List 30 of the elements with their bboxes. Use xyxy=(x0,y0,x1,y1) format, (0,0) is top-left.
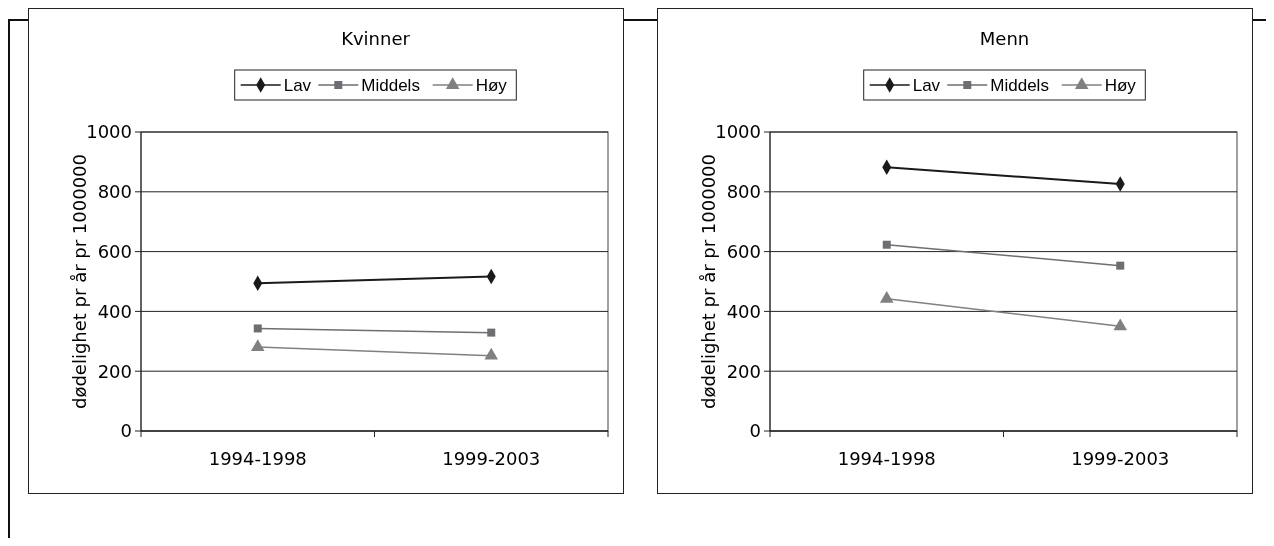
point xyxy=(253,324,262,333)
chart-title: Kvinner xyxy=(341,28,411,49)
y-tick-label: 800 xyxy=(97,181,132,203)
y-tick-label: 400 xyxy=(97,300,132,322)
legend-label: Høy xyxy=(1104,76,1137,95)
point xyxy=(487,328,496,337)
y-tick-label: 1000 xyxy=(715,121,761,143)
y-tick-label: 600 xyxy=(726,240,761,262)
point xyxy=(882,240,891,249)
x-tick-label: 1994-1998 xyxy=(208,448,307,469)
y-tick-label: 800 xyxy=(726,181,761,203)
y-tick-label: 0 xyxy=(120,420,132,442)
y-axis-title: dødelighet pr år pr 1000000 xyxy=(69,153,90,410)
chart-title: Menn xyxy=(979,28,1030,49)
legend-label: Middels xyxy=(361,76,420,95)
legend-label: Middels xyxy=(990,76,1049,95)
x-tick-label: 1994-1998 xyxy=(837,448,936,469)
y-tick-label: 200 xyxy=(726,360,761,382)
y-tick-label: 0 xyxy=(749,420,761,442)
y-tick-label: 1000 xyxy=(86,121,132,143)
legend-label: Lav xyxy=(912,76,941,95)
x-tick-label: 1999-2003 xyxy=(1071,448,1170,469)
legend-label: Lav xyxy=(283,76,312,95)
y-tick-label: 600 xyxy=(97,240,132,262)
y-tick-label: 200 xyxy=(97,360,132,382)
x-tick-label: 1999-2003 xyxy=(442,448,541,469)
y-tick-label: 400 xyxy=(726,300,761,322)
point xyxy=(1116,261,1125,270)
y-axis-title: dødelighet pr år pr 1000000 xyxy=(698,153,719,410)
legend-label: Høy xyxy=(475,76,508,95)
